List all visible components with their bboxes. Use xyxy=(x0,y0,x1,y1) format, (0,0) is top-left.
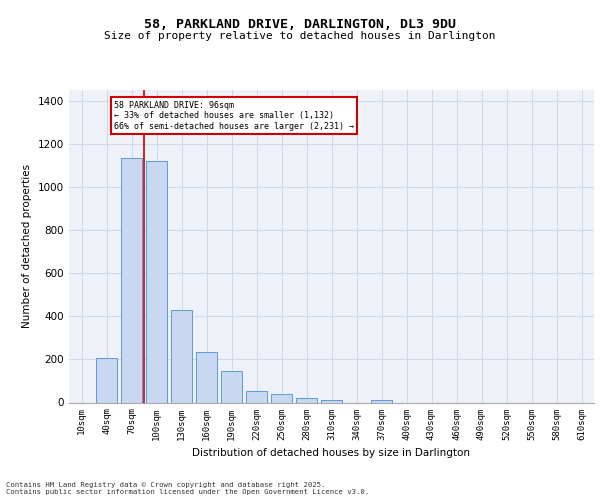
Text: 58, PARKLAND DRIVE, DARLINGTON, DL3 9DU: 58, PARKLAND DRIVE, DARLINGTON, DL3 9DU xyxy=(144,18,456,30)
Y-axis label: Number of detached properties: Number of detached properties xyxy=(22,164,32,328)
Bar xyxy=(321,400,342,402)
Bar xyxy=(96,358,117,403)
Text: Size of property relative to detached houses in Darlington: Size of property relative to detached ho… xyxy=(104,31,496,41)
Text: 58 PARKLAND DRIVE: 96sqm
← 33% of detached houses are smaller (1,132)
66% of sem: 58 PARKLAND DRIVE: 96sqm ← 33% of detach… xyxy=(114,101,354,130)
Bar xyxy=(171,310,192,402)
Bar xyxy=(371,400,392,402)
Bar xyxy=(196,352,217,403)
Bar xyxy=(271,394,292,402)
Bar xyxy=(121,158,142,402)
Text: Contains HM Land Registry data © Crown copyright and database right 2025.
Contai: Contains HM Land Registry data © Crown c… xyxy=(6,482,369,495)
Bar xyxy=(246,390,267,402)
Bar xyxy=(221,370,242,402)
X-axis label: Distribution of detached houses by size in Darlington: Distribution of detached houses by size … xyxy=(193,448,470,458)
Bar xyxy=(296,398,317,402)
Bar xyxy=(146,161,167,402)
